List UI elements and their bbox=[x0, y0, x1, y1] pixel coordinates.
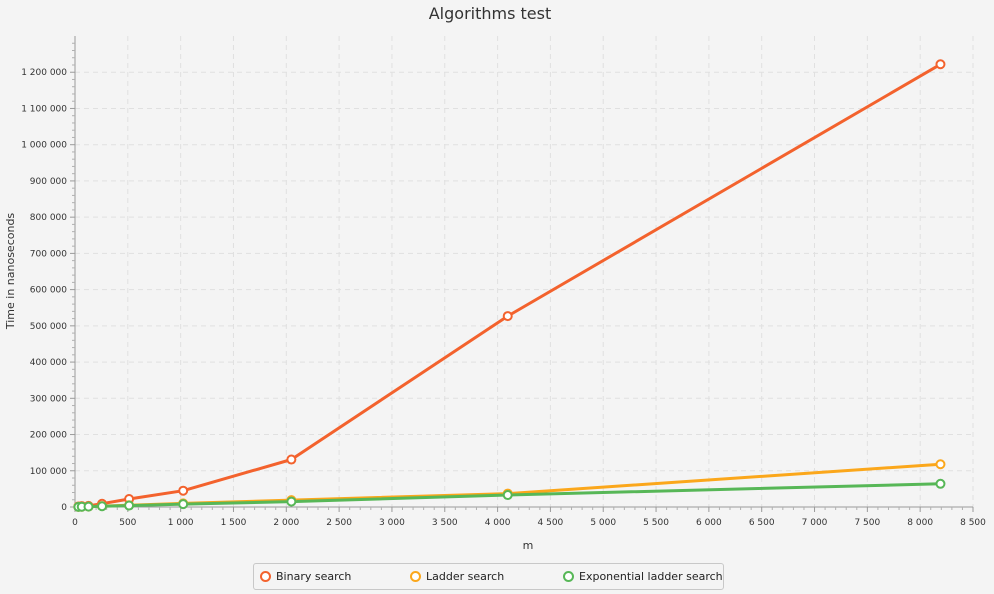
data-point[interactable] bbox=[83, 501, 94, 512]
x-tick-label: 5 000 bbox=[590, 518, 616, 528]
legend-item-ladder-search[interactable]: Ladder search bbox=[410, 570, 563, 583]
x-tick-label: 1 000 bbox=[168, 518, 194, 528]
y-tick-label: 100 000 bbox=[30, 467, 67, 477]
x-tick-label: 5 500 bbox=[643, 518, 669, 528]
x-tick-label: 3 500 bbox=[432, 518, 458, 528]
y-tick-label: 0 bbox=[61, 503, 67, 513]
x-tick-label: 2 500 bbox=[326, 518, 352, 528]
x-tick-label: 4 500 bbox=[538, 518, 564, 528]
x-axis-label: m bbox=[523, 539, 534, 552]
x-tick-label: 2 000 bbox=[273, 518, 299, 528]
y-tick-label: 1 100 000 bbox=[21, 104, 67, 114]
x-tick-label: 7 000 bbox=[802, 518, 828, 528]
axes: 0 500 1 000 1 500 2 000 2 500 3 000 3 500 4 000 4… bbox=[21, 36, 986, 528]
x-tick-label: 6 000 bbox=[696, 518, 722, 528]
x-tick-label: 8 500 bbox=[960, 518, 986, 528]
y-tick-label: 900 000 bbox=[30, 177, 67, 187]
data-point[interactable] bbox=[502, 490, 513, 501]
y-tick-label: 600 000 bbox=[30, 286, 67, 296]
y-tick-label: 400 000 bbox=[30, 358, 67, 368]
data-point[interactable] bbox=[935, 59, 946, 70]
series-layer bbox=[73, 59, 946, 512]
legend-marker-binary-search bbox=[260, 571, 271, 582]
y-tick-label: 700 000 bbox=[30, 249, 67, 259]
x-tick-label: 3 000 bbox=[379, 518, 405, 528]
legend-item-exponential-ladder-search[interactable]: Exponential ladder search bbox=[563, 570, 723, 583]
y-axis-label: Time in nanoseconds bbox=[4, 213, 17, 331]
x-tick-label: 500 bbox=[119, 518, 136, 528]
data-point[interactable] bbox=[178, 485, 189, 496]
series-line-0 bbox=[78, 63, 942, 508]
grid bbox=[75, 36, 974, 507]
legend-label-exponential-ladder-search: Exponential ladder search bbox=[579, 570, 723, 583]
data-point[interactable] bbox=[178, 499, 189, 510]
chart-title: Algorithms test bbox=[429, 4, 552, 23]
data-point[interactable] bbox=[935, 459, 946, 470]
y-tick-label: 300 000 bbox=[30, 394, 67, 404]
y-tick-label: 500 000 bbox=[30, 322, 67, 332]
x-tick-label: 1 500 bbox=[221, 518, 247, 528]
x-tick-label: 7 500 bbox=[854, 518, 880, 528]
legend-marker-ladder-search bbox=[410, 571, 421, 582]
x-tick-label: 4 000 bbox=[485, 518, 511, 528]
x-tick-label: 0 bbox=[72, 518, 78, 528]
legend-label-binary-search: Binary search bbox=[276, 570, 352, 583]
x-tick-label: 6 500 bbox=[749, 518, 775, 528]
data-point[interactable] bbox=[97, 501, 108, 512]
data-point[interactable] bbox=[286, 454, 297, 465]
data-point[interactable] bbox=[502, 311, 513, 322]
data-point[interactable] bbox=[286, 496, 297, 507]
legend-label-ladder-search: Ladder search bbox=[426, 570, 505, 583]
legend-marker-exponential-ladder-search bbox=[563, 571, 574, 582]
y-tick-label: 1 200 000 bbox=[21, 68, 67, 78]
y-tick-label: 1 000 000 bbox=[21, 141, 67, 151]
y-tick-label: 800 000 bbox=[30, 213, 67, 223]
legend: Binary search Ladder search Exponential … bbox=[253, 563, 724, 590]
data-point[interactable] bbox=[124, 500, 135, 511]
x-tick-label: 8 000 bbox=[907, 518, 933, 528]
y-tick-label: 200 000 bbox=[30, 431, 67, 441]
legend-item-binary-search[interactable]: Binary search bbox=[260, 570, 410, 583]
data-point[interactable] bbox=[935, 478, 946, 489]
